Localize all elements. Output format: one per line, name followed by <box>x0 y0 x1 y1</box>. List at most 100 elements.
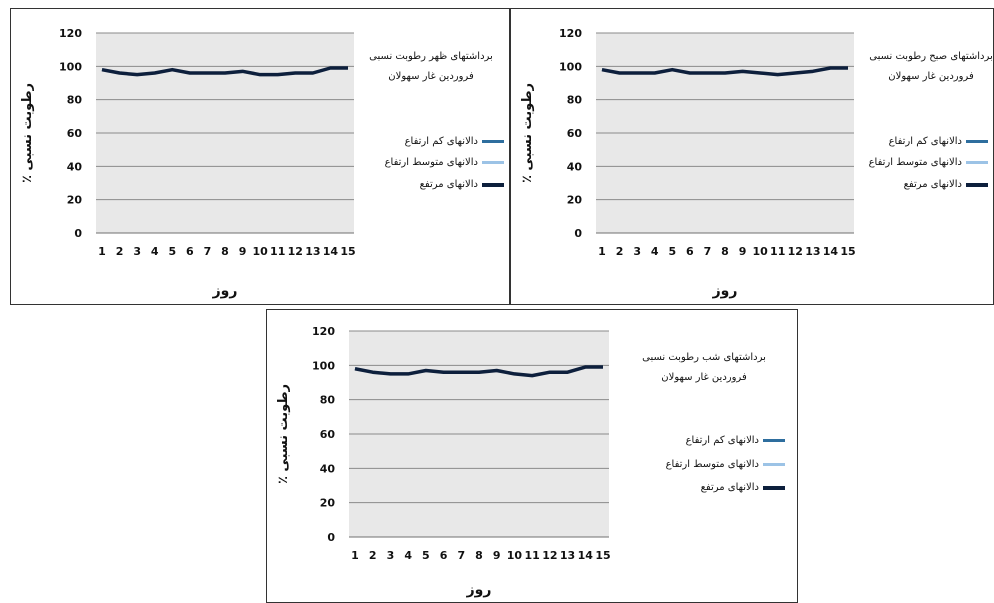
x-tick-label: 4 <box>651 245 659 258</box>
x-tick-label: 15 <box>595 549 610 562</box>
y-tick-label: 120 <box>312 325 335 338</box>
y-tick-label: 80 <box>67 94 83 107</box>
x-tick-label: 4 <box>404 549 412 562</box>
y-tick-label: 0 <box>574 227 582 240</box>
x-tick-label: 7 <box>457 549 465 562</box>
y-tick-label: 80 <box>567 94 583 107</box>
legend-item-medium: دالانهای متوسط ارتفاع <box>385 157 504 168</box>
legend-swatch <box>966 140 988 143</box>
legend-label: دالانهای متوسط ارتفاع <box>384 157 478 168</box>
y-tick-label: 0 <box>74 227 82 240</box>
y-tick-label: 100 <box>559 60 582 73</box>
x-tick-label: 8 <box>221 245 229 258</box>
y-tick-label: 100 <box>312 359 335 372</box>
legend-swatch <box>763 463 785 466</box>
x-tick-label: 13 <box>560 549 575 562</box>
legend-item-low: دالانهای کم ارتفاع <box>405 136 504 147</box>
x-tick-label: 5 <box>668 245 676 258</box>
x-tick-label: 5 <box>422 549 430 562</box>
y-tick-label: 80 <box>320 394 336 407</box>
legend-swatch <box>763 439 785 442</box>
legend-item-low: دالانهای کم ارتفاع <box>686 435 785 446</box>
legend-swatch <box>482 140 504 143</box>
legend-label: دالانهای متوسط ارتفاع <box>665 459 759 470</box>
x-tick-label: 14 <box>578 549 594 562</box>
y-axis-title: رطوبت نسبی ٪ <box>20 83 35 183</box>
x-tick-label: 11 <box>524 549 539 562</box>
x-tick-label: 2 <box>116 245 124 258</box>
legend-item-medium: دالانهای متوسط ارتفاع <box>869 157 988 168</box>
x-tick-label: 14 <box>823 245 839 258</box>
legend-item-high: دالانهای مرتفع <box>701 482 785 493</box>
legend-label: دالانهای کم ارتفاع <box>404 136 478 147</box>
x-tick-label: 1 <box>598 245 606 258</box>
y-tick-label: 20 <box>567 194 583 207</box>
x-tick-label: 3 <box>633 245 641 258</box>
legend-swatch <box>482 161 504 164</box>
x-tick-label: 2 <box>616 245 624 258</box>
x-tick-label: 1 <box>98 245 106 258</box>
legend-label: دالانهای مرتفع <box>903 179 962 190</box>
legend-swatch <box>966 161 988 164</box>
x-tick-label: 15 <box>340 245 355 258</box>
x-tick-label: 11 <box>270 245 285 258</box>
legend-label: دالانهای مرتفع <box>419 179 478 190</box>
y-tick-label: 20 <box>67 194 83 207</box>
x-tick-label: 12 <box>288 245 303 258</box>
legend-label: دالانهای مرتفع <box>700 482 759 493</box>
legend-label: دالانهای کم ارتفاع <box>685 435 759 446</box>
y-tick-label: 100 <box>59 60 82 73</box>
x-tick-label: 6 <box>186 245 194 258</box>
y-tick-label: 60 <box>67 127 83 140</box>
x-tick-label: 7 <box>204 245 212 258</box>
chart-title: برداشتهای ظهر رطوبت نسبی فروردین غار سهو… <box>369 51 493 82</box>
y-tick-label: 120 <box>59 27 82 40</box>
chart-title: برداشتهای شب رطوبت نسبی فروردین غار سهول… <box>642 352 766 383</box>
x-tick-label: 7 <box>704 245 712 258</box>
x-tick-label: 15 <box>840 245 855 258</box>
legend-item-high: دالانهای مرتفع <box>420 179 504 190</box>
chart-title: برداشتهای صبح رطوبت نسبی فروردین غار سهو… <box>869 51 993 82</box>
y-tick-label: 120 <box>559 27 582 40</box>
x-tick-label: 1 <box>351 549 359 562</box>
x-tick-label: 4 <box>151 245 159 258</box>
x-tick-label: 10 <box>252 245 268 258</box>
x-tick-label: 3 <box>387 549 395 562</box>
x-tick-label: 8 <box>475 549 483 562</box>
x-tick-label: 13 <box>805 245 820 258</box>
x-tick-label: 13 <box>305 245 320 258</box>
x-tick-label: 10 <box>752 245 768 258</box>
x-tick-label: 6 <box>440 549 448 562</box>
x-tick-label: 12 <box>542 549 557 562</box>
x-tick-label: 10 <box>507 549 523 562</box>
legend-item-high: دالانهای مرتفع <box>904 179 988 190</box>
x-tick-label: 14 <box>323 245 339 258</box>
series-line <box>601 66 848 77</box>
y-axis-title: رطوبت نسبی ٪ <box>276 384 291 484</box>
x-tick-label: 6 <box>686 245 694 258</box>
y-tick-label: 40 <box>320 462 336 475</box>
y-tick-label: 20 <box>320 497 336 510</box>
chart-panel-morning: 0 20 40 60 80 100 120 1 2 3 4 5 6 7 8 9 10 11 12 13 14 15 روز ر… <box>510 8 994 305</box>
x-tick-label: 5 <box>168 245 176 258</box>
series-line <box>354 365 603 378</box>
series-line <box>101 66 348 77</box>
y-tick-label: 60 <box>567 127 583 140</box>
x-tick-label: 9 <box>739 245 747 258</box>
y-axis-title: رطوبت نسبی ٪ <box>520 83 535 183</box>
y-tick-label: 60 <box>320 428 336 441</box>
legend-item-low: دالانهای کم ارتفاع <box>889 136 988 147</box>
y-tick-label: 40 <box>67 160 83 173</box>
x-tick-label: 9 <box>493 549 501 562</box>
y-tick-label: 0 <box>327 531 335 544</box>
x-axis-title: روز <box>212 283 238 299</box>
x-axis-title: روز <box>466 582 492 598</box>
chart-panel-night: 0 20 40 60 80 100 120 1 2 3 4 5 6 7 8 9 10 11 12 13 14 15 روز ر… <box>266 309 798 603</box>
chart-panel-noon: 0 20 40 60 80 100 120 1 2 3 4 5 6 7 8 9 10 11 12 13 14 15 روز ر… <box>10 8 510 305</box>
legend-label: دالانهای کم ارتفاع <box>888 136 962 147</box>
legend-item-medium: دالانهای متوسط ارتفاع <box>666 459 785 470</box>
legend-label: دالانهای متوسط ارتفاع <box>868 157 962 168</box>
